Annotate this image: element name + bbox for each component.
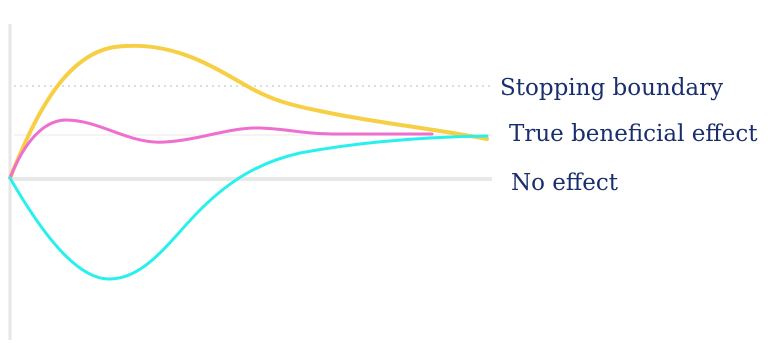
middle-path	[8, 118, 434, 180]
lower-path	[8, 134, 489, 281]
no-effect-label: No effect	[511, 170, 618, 196]
upper-path	[8, 43, 489, 180]
true-beneficial-effect-label: True beneficial effect	[509, 121, 758, 147]
stopping-boundary-label: Stopping boundary	[500, 75, 724, 101]
